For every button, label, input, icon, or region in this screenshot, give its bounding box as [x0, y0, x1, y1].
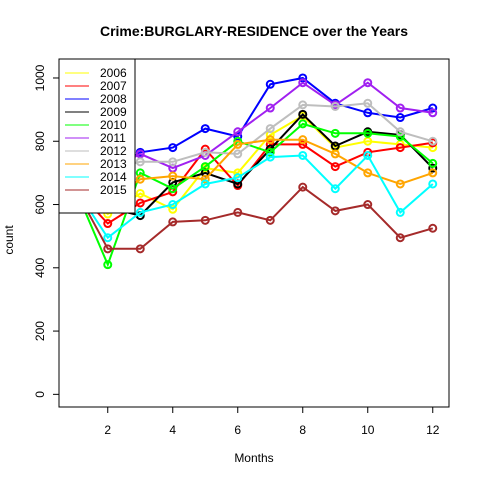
legend-label-2006: 2006 — [100, 66, 127, 80]
x-axis-label: Months — [234, 451, 273, 465]
y-axis-label: count — [2, 225, 16, 255]
x-axis: 2 4 6 8 10 12 — [104, 407, 439, 437]
y-tick-label: 400 — [33, 257, 47, 277]
legend-label-2007: 2007 — [100, 79, 127, 93]
x-tick-label: 4 — [169, 423, 176, 437]
y-axis: 0 200 400 600 800 1000 — [33, 64, 59, 397]
chart-title: Crime:BURGLARY-RESIDENCE over the Years — [100, 23, 408, 39]
legend-label-2011: 2011 — [100, 131, 126, 145]
y-tick-label: 600 — [33, 194, 47, 214]
x-tick-label: 10 — [361, 423, 375, 437]
y-tick-label: 1000 — [33, 64, 47, 91]
legend-label-2008: 2008 — [100, 92, 127, 106]
legend-label-2015: 2015 — [100, 183, 127, 197]
x-tick-label: 2 — [104, 423, 111, 437]
legend-label-2014: 2014 — [100, 170, 127, 184]
y-tick-label: 800 — [33, 131, 47, 151]
x-tick-label: 8 — [299, 423, 306, 437]
y-tick-label: 0 — [33, 391, 47, 398]
x-tick-label: 12 — [426, 423, 440, 437]
y-tick-label: 200 — [33, 321, 47, 341]
legend-label-2013: 2013 — [100, 157, 127, 171]
legend-label-2010: 2010 — [100, 118, 127, 132]
legend-label-2009: 2009 — [100, 105, 127, 119]
legend-label-2012: 2012 — [100, 144, 127, 158]
x-tick-label: 6 — [234, 423, 241, 437]
